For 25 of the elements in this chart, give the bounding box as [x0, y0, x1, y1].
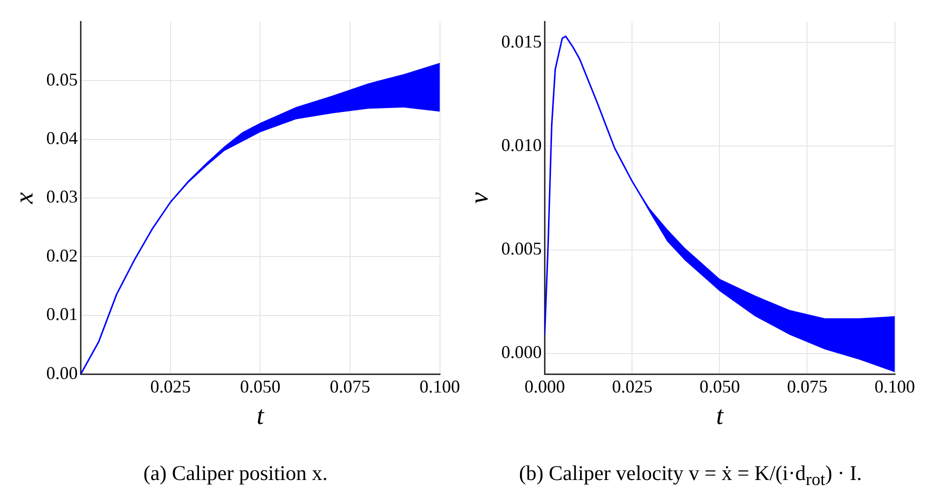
y-tick-label: 0.000: [501, 342, 542, 362]
x-tick-label: 0.050: [699, 376, 740, 397]
text: (b) Caliper velocity v = ẋ = K/(i·d$_{rot}$) · I.: [518, 461, 863, 490]
y-axis-title: x: [9, 192, 38, 205]
x-axis-title: t: [256, 401, 265, 430]
x-tick-label: 0.050: [240, 376, 280, 397]
text: (a) Caliper position x.: [142, 461, 329, 486]
y-tick-label: 0.04: [46, 128, 78, 148]
x-tick-label: 0.075: [330, 376, 370, 397]
y-tick-label: 0.03: [46, 186, 78, 207]
x-tick-label: 0.100: [874, 376, 915, 397]
y-tick-label: 0.05: [46, 69, 78, 90]
y-tick-label: 0.010: [501, 134, 542, 155]
y-tick-label: 0.02: [46, 245, 78, 266]
y-tick-label: 0.005: [501, 238, 542, 259]
y-tick-label: 0.015: [501, 31, 542, 52]
y-tick-label: 0.01: [46, 304, 78, 324]
x-axis-title: t: [716, 401, 724, 430]
x-tick-label: 0.025: [612, 376, 652, 397]
x-tick-label: 0.025: [150, 376, 191, 397]
y-tick-label: 0.00: [46, 362, 78, 383]
x-tick-label: 0.000: [524, 376, 565, 397]
y-axis-title: v: [464, 192, 494, 204]
x-tick-label: 0.100: [420, 376, 460, 397]
x-tick-label: 0.075: [786, 376, 828, 397]
